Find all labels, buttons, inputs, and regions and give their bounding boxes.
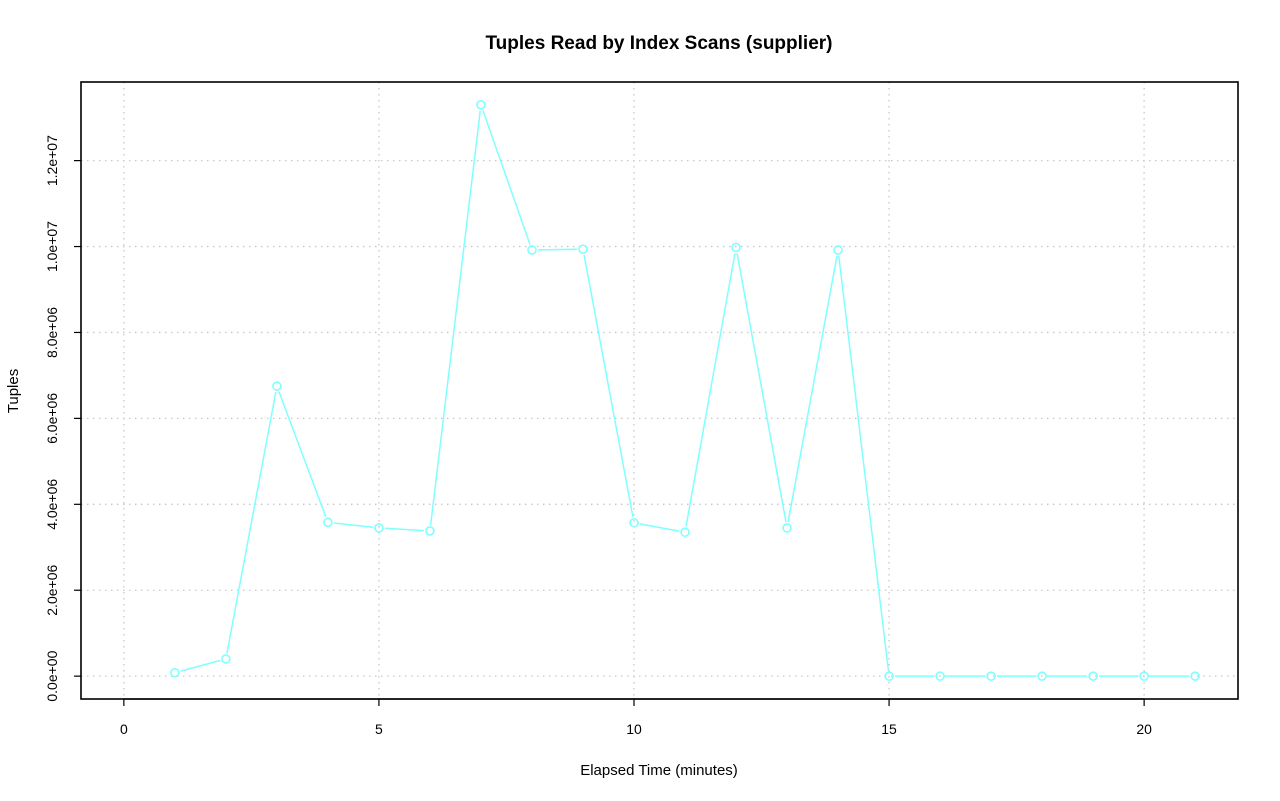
series-line-segment — [226, 391, 277, 654]
data-point — [884, 671, 894, 681]
data-point — [425, 526, 435, 536]
x-tick-label: 15 — [881, 721, 897, 737]
data-point — [986, 671, 996, 681]
data-point — [170, 667, 180, 678]
plot-frame — [80, 81, 1239, 700]
series-line-segment — [278, 391, 327, 517]
x-tick-label: 10 — [626, 721, 642, 737]
y-tick-label: 2.0e+06 — [44, 565, 60, 616]
x-tick-label: 5 — [375, 721, 383, 737]
data-point — [1139, 671, 1149, 681]
series-line-segment — [787, 255, 838, 523]
series-line-segment — [537, 248, 577, 251]
data-point — [935, 671, 945, 681]
series-line-segment — [736, 253, 787, 523]
y-tick-label: 1.0e+07 — [44, 221, 60, 272]
series-line-segment — [685, 253, 736, 527]
x-axis-label: Elapsed Time (minutes) — [580, 762, 738, 779]
series-line-segment — [180, 659, 221, 672]
data-point — [1037, 671, 1047, 681]
data-point — [578, 244, 588, 254]
series-line-segment — [838, 255, 890, 671]
x-tick-label: 0 — [120, 721, 128, 737]
y-tick-label: 4.0e+06 — [44, 479, 60, 530]
series-line-segment — [429, 110, 481, 526]
chart-title: Tuples Read by Index Scans (supplier) — [485, 33, 832, 54]
series-line-segment — [583, 254, 634, 518]
series-line-segment — [639, 523, 680, 532]
data-point — [272, 381, 282, 391]
y-axis-label: Tuples — [5, 369, 22, 413]
data-point — [629, 517, 639, 528]
data-point — [374, 523, 384, 533]
series-line-segment — [384, 527, 424, 532]
data-point — [221, 654, 231, 664]
data-point — [1190, 671, 1200, 681]
y-tick-label: 0.0e+00 — [44, 650, 60, 701]
data-point — [680, 527, 690, 538]
data-point — [1088, 671, 1098, 681]
series-line-segment — [482, 110, 531, 245]
data-point — [782, 523, 792, 533]
axes: 0 5 10 15 20 0.0e+00 2.0e+06 4.0e+06 6.0e+06 8.0e… — [44, 135, 1152, 737]
series-line-segment — [333, 522, 374, 529]
data-point — [476, 99, 486, 110]
series-layer — [170, 99, 1200, 681]
x-tick-label: 20 — [1136, 721, 1152, 737]
data-point — [731, 242, 741, 253]
data-point — [323, 517, 333, 528]
data-point — [833, 245, 843, 255]
data-point — [527, 245, 537, 255]
y-tick-label: 8.0e+06 — [44, 307, 60, 358]
y-tick-label: 6.0e+06 — [44, 393, 60, 444]
y-tick-label: 1.2e+07 — [44, 135, 60, 186]
grid — [81, 82, 1238, 699]
